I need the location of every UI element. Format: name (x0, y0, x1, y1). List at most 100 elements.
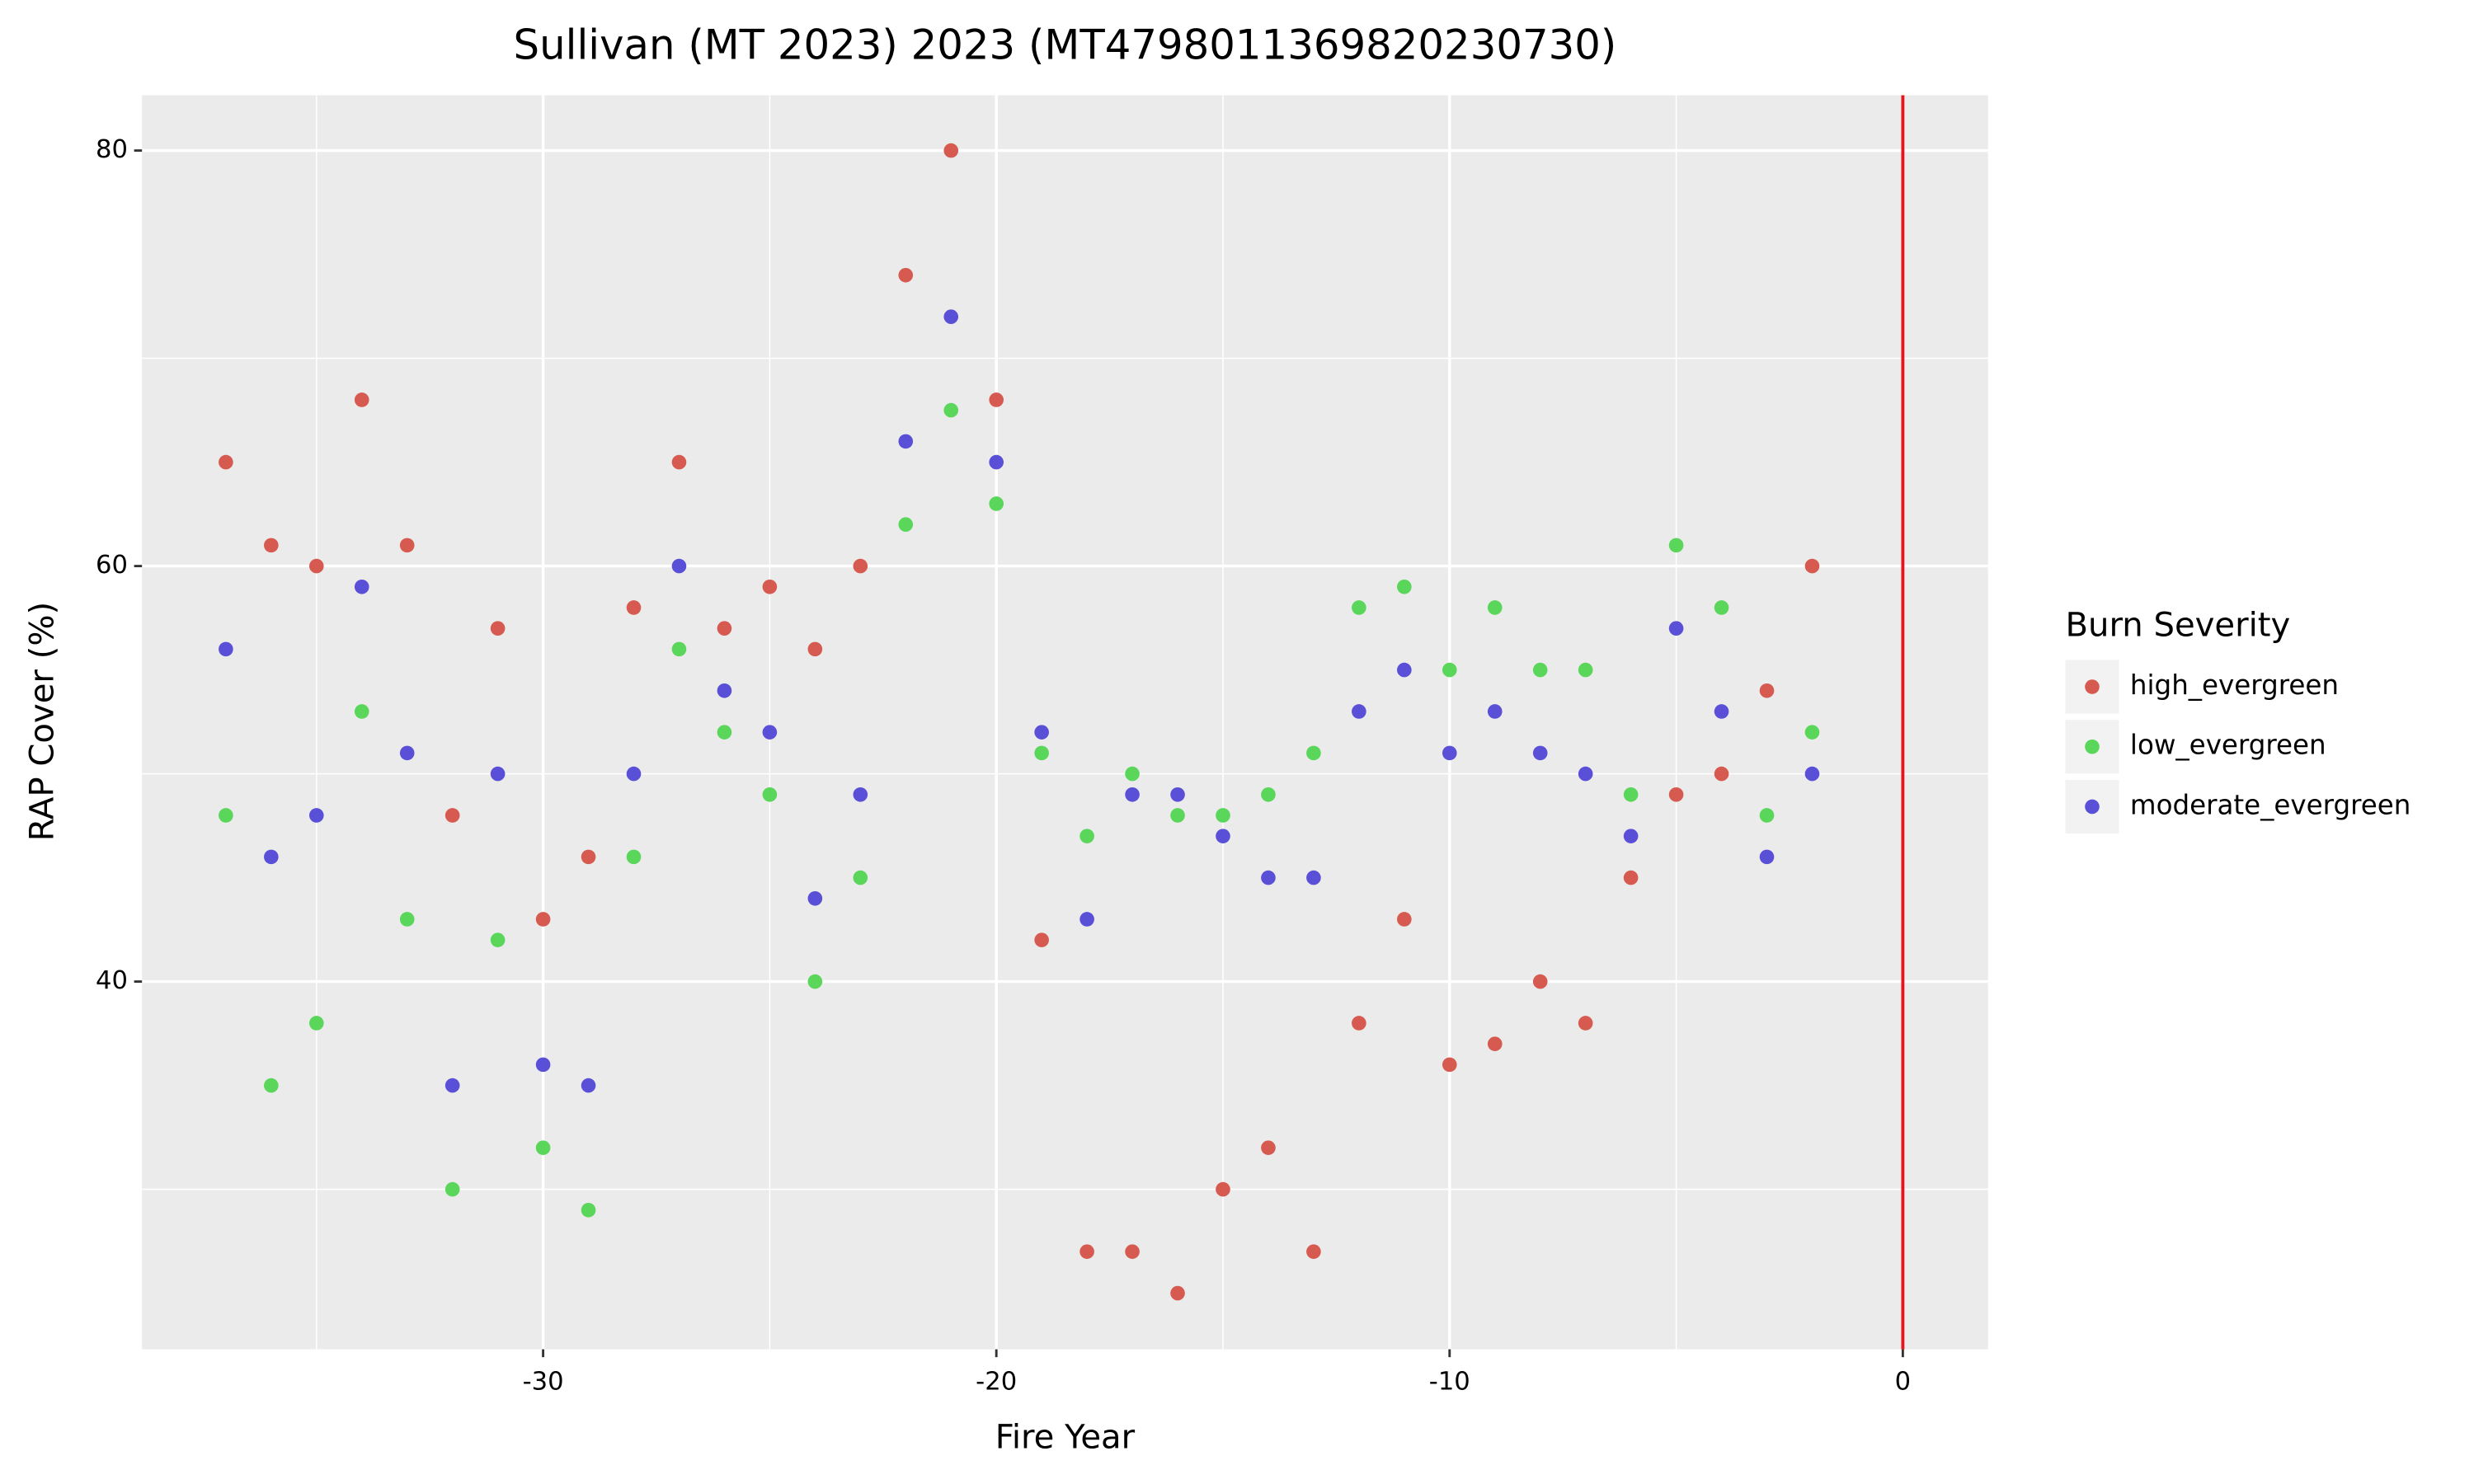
legend-title: Burn Severity (2065, 606, 2290, 644)
point (807, 974, 823, 989)
point (1125, 1244, 1140, 1259)
point (762, 787, 778, 802)
point (762, 579, 778, 594)
point (1306, 870, 1321, 885)
point (1804, 558, 1820, 574)
point (1216, 829, 1230, 843)
point (490, 766, 506, 782)
point (1170, 787, 1185, 802)
x-tick-label: -20 (976, 1367, 1017, 1396)
chart-title: Sullivan (MT 2023) 2023 (MT4798011369820… (514, 21, 1617, 69)
point (219, 808, 233, 823)
point (898, 517, 914, 532)
point (1261, 787, 1276, 802)
point (1034, 932, 1049, 947)
point (717, 725, 732, 740)
point (308, 1016, 324, 1031)
point (1079, 912, 1094, 927)
y-tick-label: 80 (96, 135, 128, 164)
y-tick-label: 60 (96, 551, 128, 580)
point (1759, 683, 1775, 698)
point (1352, 704, 1366, 719)
point (1261, 1140, 1276, 1155)
point (807, 890, 823, 906)
point (490, 932, 506, 947)
point (671, 641, 687, 657)
point (671, 558, 687, 574)
point (1714, 600, 1729, 615)
point (1034, 725, 1049, 740)
point (807, 641, 823, 657)
point (762, 725, 778, 740)
point (264, 849, 279, 865)
point (1487, 704, 1503, 719)
point (1442, 662, 1457, 678)
point (1216, 808, 1230, 823)
point (853, 558, 868, 574)
point (1442, 1057, 1457, 1073)
point (943, 143, 959, 158)
point (581, 1202, 596, 1218)
x-tick-label: 0 (1895, 1367, 1911, 1396)
point (535, 1057, 551, 1073)
point (1532, 745, 1548, 761)
point (308, 808, 324, 823)
point (717, 683, 732, 698)
point (308, 558, 324, 574)
legend-marker (2085, 679, 2100, 694)
point (1578, 1016, 1593, 1031)
point (1306, 745, 1321, 761)
point (1804, 725, 1820, 740)
point (1759, 849, 1775, 865)
point (671, 454, 687, 470)
point (1442, 745, 1457, 761)
legend-marker (2085, 739, 2100, 754)
y-tick-label: 40 (96, 966, 128, 995)
point (1668, 621, 1684, 636)
point (898, 434, 914, 449)
point (1532, 662, 1548, 678)
point (354, 579, 369, 594)
point (626, 766, 642, 782)
point (1397, 662, 1412, 678)
point (1623, 870, 1639, 885)
point (1487, 600, 1503, 615)
point (535, 1140, 551, 1155)
legend-label: high_evergreen (2130, 669, 2339, 701)
point (399, 538, 415, 553)
point (1397, 579, 1412, 594)
points (219, 143, 1820, 1301)
point (1125, 766, 1140, 782)
legend: Burn Severity high_evergreen low_evergree… (2065, 606, 2411, 834)
point (943, 309, 959, 324)
point (1578, 766, 1593, 782)
point (490, 621, 506, 636)
point (444, 808, 460, 823)
point (1623, 829, 1639, 843)
point (717, 621, 732, 636)
point (626, 849, 642, 865)
point (1125, 787, 1140, 802)
point (1668, 538, 1684, 553)
point (1034, 745, 1049, 761)
point (943, 402, 959, 418)
point (581, 849, 596, 865)
point (1532, 974, 1548, 989)
point (1668, 787, 1684, 802)
point (1079, 829, 1094, 843)
point (1397, 912, 1412, 927)
legend-marker (2085, 799, 2100, 815)
point (1578, 662, 1593, 678)
point (444, 1078, 460, 1093)
point (219, 641, 233, 657)
point (399, 745, 415, 761)
point (399, 912, 415, 927)
point (989, 454, 1004, 470)
point (1352, 1016, 1366, 1031)
x-axis-label: Fire Year (995, 1419, 1136, 1457)
point (1079, 1244, 1094, 1259)
point (898, 267, 914, 283)
point (1216, 1181, 1230, 1197)
